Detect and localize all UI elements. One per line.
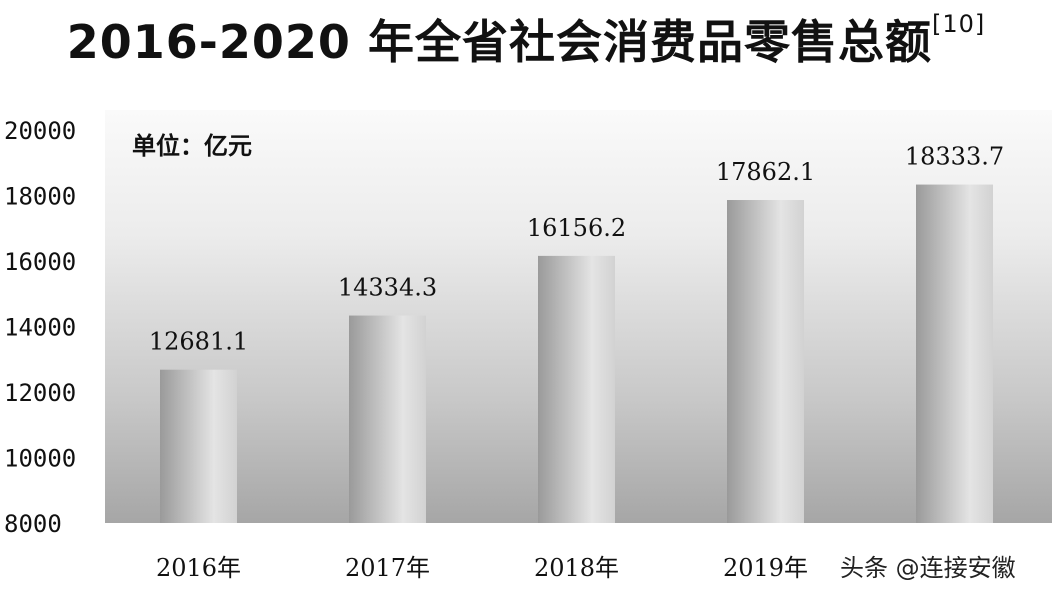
y-tick-label: 20000 — [4, 117, 76, 145]
y-tick-label: 18000 — [4, 183, 76, 211]
title-reference: [10] — [931, 10, 986, 38]
y-tick-label: 8000 — [4, 510, 62, 538]
x-tick-label: 2019年 — [723, 554, 808, 582]
y-tick-label: 16000 — [4, 248, 76, 276]
y-tick-label: 10000 — [4, 445, 76, 473]
bar — [538, 255, 615, 523]
watermark: 头条 @连接安徽 — [840, 554, 1016, 582]
unit-label: 单位：亿元 — [132, 132, 252, 160]
data-label: 17862.1 — [716, 158, 815, 186]
bar — [349, 315, 426, 523]
x-tick-label: 2016年 — [156, 554, 241, 582]
y-tick-label: 12000 — [4, 379, 76, 407]
bar — [160, 369, 237, 523]
bar — [727, 200, 804, 523]
bar — [916, 184, 993, 523]
title-text: 2016-2020 年全省社会消费品零售总额 — [66, 15, 932, 69]
y-tick-label: 14000 — [4, 314, 76, 342]
x-tick-label: 2018年 — [534, 554, 619, 582]
x-tick-label: 2017年 — [345, 554, 430, 582]
data-label: 12681.1 — [149, 328, 248, 356]
chart-title: 2016-2020 年全省社会消费品零售总额[10] — [0, 6, 1052, 72]
data-label: 18333.7 — [905, 143, 1004, 171]
data-label: 16156.2 — [527, 214, 626, 242]
data-label: 14334.3 — [338, 274, 437, 302]
